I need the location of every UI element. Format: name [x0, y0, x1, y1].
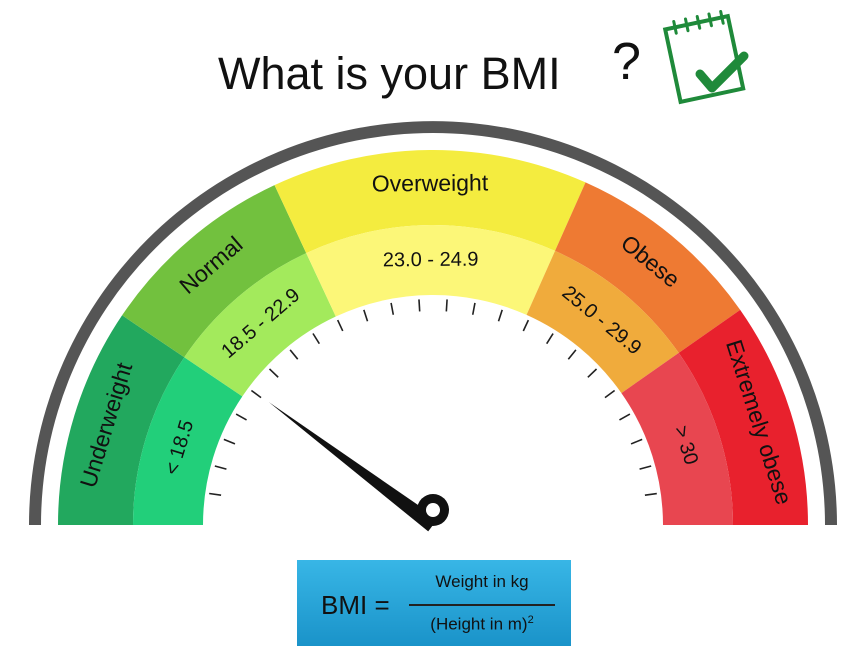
gauge-tick [497, 309, 503, 322]
formula-denominator-text: (Height in m) [430, 614, 528, 634]
gauge-bands [58, 150, 808, 525]
gauge-tick [619, 413, 631, 421]
category-range: 23.0 - 24.9 [383, 249, 479, 272]
band-outer-4 [678, 309, 808, 525]
needle-pointer [268, 402, 438, 532]
gauge-tick [336, 319, 344, 332]
gauge-tick [390, 302, 395, 315]
title-question-mark: ? [612, 33, 641, 91]
formula-numerator: Weight in kg [435, 572, 529, 591]
gauge-tick [630, 438, 643, 445]
gauge-tick [235, 413, 247, 421]
gauge-tick [604, 389, 616, 399]
checklist-icon [662, 10, 749, 105]
gauge-tick [214, 465, 227, 470]
gauge-needle [268, 402, 449, 532]
gauge-tick [312, 333, 321, 345]
band-inner-1 [184, 253, 336, 397]
gauge-tick [289, 349, 299, 360]
bmi-formula: BMI = Weight in kg (Height in m)2 [297, 560, 571, 646]
band-outer-3 [555, 182, 741, 353]
gauge-tick [522, 319, 530, 332]
needle-hub-center [426, 503, 440, 517]
gauge-tick [268, 368, 279, 378]
formula-exponent: 2 [527, 614, 534, 626]
gauge-tick [567, 349, 577, 360]
gauge-tick [644, 492, 657, 497]
gauge-tick [587, 368, 598, 378]
formula-lhs: BMI = [321, 590, 390, 620]
gauge-tick [209, 492, 222, 496]
band-outer-0 [58, 315, 185, 525]
formula-denominator: (Height in m)2 [407, 614, 557, 635]
gauge-tick [445, 299, 448, 312]
gauge-tick [418, 299, 421, 312]
title: What is your BMI ? [0, 20, 842, 99]
category-label: Overweight [372, 170, 489, 197]
gauge-tick [250, 389, 262, 399]
gauge-tick [639, 465, 652, 470]
title-text: What is your BMI [218, 48, 561, 99]
band-outer-2 [274, 150, 586, 254]
band-inner-2 [306, 224, 556, 317]
band-inner-3 [526, 250, 679, 394]
gauge-tick [223, 438, 236, 445]
gauge-ticks [209, 299, 657, 497]
band-outer-1 [122, 185, 307, 358]
gauge-tick [546, 333, 554, 345]
gauge-tick [471, 302, 476, 315]
gauge-tick [363, 309, 369, 322]
formula-fraction-bar [409, 604, 555, 606]
band-inner-0 [133, 357, 243, 525]
band-inner-4 [621, 352, 733, 525]
